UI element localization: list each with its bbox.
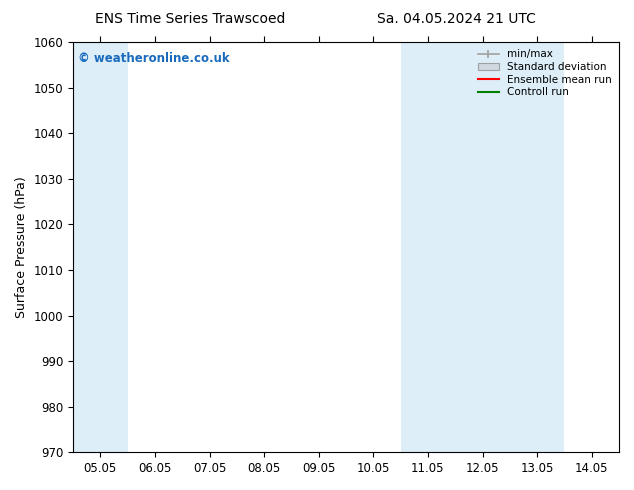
- Y-axis label: Surface Pressure (hPa): Surface Pressure (hPa): [15, 176, 28, 318]
- Text: © weatheronline.co.uk: © weatheronline.co.uk: [79, 52, 230, 65]
- Text: Sa. 04.05.2024 21 UTC: Sa. 04.05.2024 21 UTC: [377, 12, 536, 26]
- Bar: [455, 42, 510, 452]
- Bar: [401, 42, 455, 452]
- Text: ENS Time Series Trawscoed: ENS Time Series Trawscoed: [95, 12, 285, 26]
- Bar: [510, 42, 564, 452]
- Bar: [73, 42, 127, 452]
- Legend: min/max, Standard deviation, Ensemble mean run, Controll run: min/max, Standard deviation, Ensemble me…: [474, 45, 616, 101]
